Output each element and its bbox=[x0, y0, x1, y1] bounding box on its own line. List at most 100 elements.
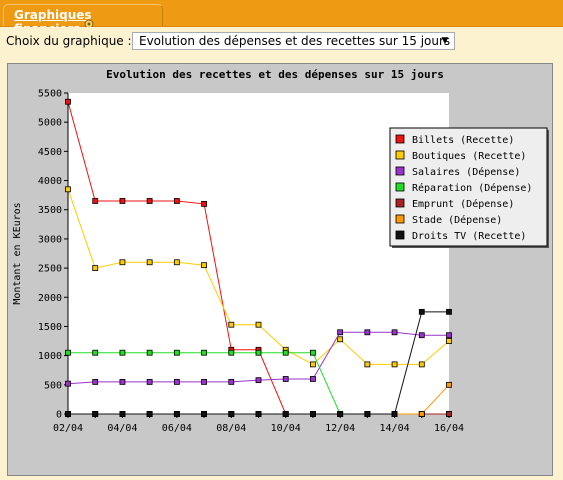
data-point bbox=[418, 411, 425, 417]
y-tick-label: 1500 bbox=[38, 322, 62, 333]
legend-label: Stade (Dépense) bbox=[412, 214, 502, 226]
data-point bbox=[391, 411, 398, 417]
data-point bbox=[391, 361, 398, 368]
data-point bbox=[119, 411, 126, 417]
data-point bbox=[92, 265, 99, 271]
x-tick-label: 12/04 bbox=[325, 423, 355, 434]
x-tick-label: 06/04 bbox=[162, 423, 192, 434]
data-point bbox=[310, 349, 316, 356]
data-point bbox=[201, 349, 207, 356]
legend-label: Droits TV (Recette) bbox=[412, 231, 526, 242]
data-point bbox=[446, 338, 452, 344]
x-tick-label: 04/04 bbox=[107, 423, 137, 434]
data-point bbox=[282, 376, 289, 382]
chart-panel: Evolution des recettes et des dépenses s… bbox=[7, 63, 553, 476]
data-point bbox=[173, 198, 180, 204]
data-point bbox=[228, 378, 235, 385]
chart-title: Evolution des recettes et des dépenses s… bbox=[106, 68, 444, 81]
legend-swatch bbox=[395, 214, 405, 224]
data-point bbox=[364, 411, 371, 417]
data-point bbox=[282, 349, 289, 356]
data-point bbox=[364, 329, 371, 336]
legend-swatch bbox=[395, 230, 405, 240]
legend-swatch bbox=[395, 134, 405, 144]
legend-swatch bbox=[395, 198, 405, 208]
x-tick-label: 02/04 bbox=[53, 423, 83, 434]
data-point bbox=[201, 262, 207, 269]
chart-chooser-label: Choix du graphique : bbox=[6, 34, 132, 48]
data-point bbox=[228, 321, 235, 328]
data-point bbox=[173, 378, 180, 385]
main-content: Choix du graphique : Evolution des dépen… bbox=[0, 27, 563, 476]
y-tick-label: 2000 bbox=[38, 293, 62, 304]
data-point bbox=[65, 349, 71, 356]
data-point bbox=[65, 98, 71, 105]
tab-graphiques-financiers[interactable]: Graphiques financiers bbox=[3, 4, 163, 36]
legend-label: Billets (Recette) bbox=[412, 135, 514, 146]
data-point bbox=[228, 349, 235, 356]
data-point bbox=[92, 349, 99, 356]
y-tick-label: 5500 bbox=[38, 89, 62, 100]
legend-swatch bbox=[395, 166, 405, 176]
data-point bbox=[337, 411, 344, 417]
data-point bbox=[146, 349, 153, 356]
data-point bbox=[65, 411, 71, 417]
data-point bbox=[146, 411, 153, 417]
legend-label: Salaires (Dépense) bbox=[412, 166, 520, 178]
data-point bbox=[119, 259, 126, 266]
data-point bbox=[310, 411, 316, 417]
data-point bbox=[391, 329, 398, 336]
data-point bbox=[65, 186, 71, 193]
data-point bbox=[446, 308, 452, 315]
data-point bbox=[65, 380, 71, 387]
legend-swatch bbox=[395, 182, 405, 192]
data-point bbox=[201, 378, 207, 385]
y-tick-label: 500 bbox=[44, 380, 62, 391]
data-point bbox=[255, 377, 262, 384]
data-point bbox=[310, 361, 316, 368]
data-point bbox=[173, 411, 180, 417]
plot-area bbox=[68, 93, 449, 414]
data-point bbox=[446, 381, 452, 388]
y-tick-label: 3500 bbox=[38, 205, 62, 216]
legend-label: Boutiques (Recette) bbox=[412, 151, 526, 162]
x-tick-label: 14/04 bbox=[380, 423, 410, 434]
data-point bbox=[92, 198, 99, 204]
data-point bbox=[173, 349, 180, 356]
chart-select-value: Evolution des dépenses et des recettes s… bbox=[139, 34, 451, 48]
data-point bbox=[201, 200, 207, 207]
data-point bbox=[255, 349, 262, 356]
x-tick-label: 10/04 bbox=[271, 423, 301, 434]
y-tick-label: 4000 bbox=[38, 176, 62, 187]
data-point bbox=[119, 198, 126, 204]
legend-box bbox=[389, 127, 548, 247]
series-2 bbox=[65, 329, 452, 387]
chart: Evolution des recettes et des dépenses s… bbox=[7, 63, 553, 476]
x-tick-label: 16/04 bbox=[434, 423, 464, 434]
y-tick-label: 0 bbox=[56, 410, 62, 421]
data-point bbox=[364, 361, 371, 368]
y-tick-label: 1000 bbox=[38, 351, 62, 362]
header-bar: Graphiques financiers bbox=[0, 0, 563, 36]
chevron-down-icon[interactable]: ▼ bbox=[441, 36, 449, 46]
data-point bbox=[146, 378, 153, 385]
data-point bbox=[92, 378, 99, 385]
data-point bbox=[446, 411, 452, 417]
y-tick-label: 2500 bbox=[38, 264, 62, 275]
data-point bbox=[146, 198, 153, 204]
data-point bbox=[418, 308, 425, 315]
data-point bbox=[310, 376, 316, 382]
legend-swatch bbox=[395, 150, 405, 160]
data-point bbox=[337, 336, 344, 343]
y-tick-label: 3000 bbox=[38, 234, 62, 245]
data-point bbox=[418, 332, 425, 339]
legend-label: Réparation (Dépense) bbox=[412, 182, 532, 194]
chart-select[interactable]: Evolution des dépenses et des recettes s… bbox=[132, 32, 455, 50]
data-point bbox=[418, 361, 425, 368]
legend-label: Emprunt (Dépense) bbox=[412, 198, 514, 210]
series-1 bbox=[65, 186, 452, 368]
data-point bbox=[282, 411, 289, 417]
y-axis-label: Montant en KEuros bbox=[12, 202, 23, 304]
data-point bbox=[228, 411, 235, 417]
data-point bbox=[119, 378, 126, 385]
